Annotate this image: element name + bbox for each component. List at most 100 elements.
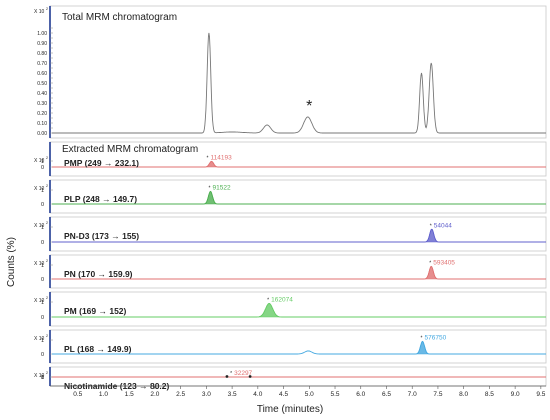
peak-area-label: 162074	[271, 297, 293, 304]
total-y-tick-label: 0.90	[37, 41, 47, 47]
extracted-multiplier-exponent: 2	[46, 184, 48, 188]
x-tick-label: 4.5	[279, 391, 288, 398]
extracted-multiplier-exponent: 2	[46, 334, 48, 338]
x-tick-label: 1.0	[99, 391, 108, 398]
extracted-trace	[52, 160, 546, 168]
total-y-tick-label: 0.10	[37, 121, 47, 127]
series-label: PMP (249 → 232.1)	[64, 158, 139, 168]
series-label: PM (169 → 152)	[64, 306, 127, 316]
extracted-multiplier: X 10	[34, 186, 45, 192]
total-y-tick-label: 0.30	[37, 101, 47, 107]
x-tick-label: 5.0	[305, 391, 314, 398]
total-panel-title: Total MRM chromatogram	[62, 12, 177, 23]
extracted-y-tick-label: 1	[41, 338, 44, 344]
extracted-y-tick-label: 0	[41, 202, 44, 208]
peak-area-label: 593405	[433, 259, 455, 266]
extracted-y-tick-label: 1	[41, 263, 44, 269]
integrated-peak	[415, 341, 430, 355]
peak-area-label: 32297	[234, 370, 252, 377]
peak-area-marker: *	[230, 371, 232, 377]
x-tick-label: 2.0	[150, 391, 159, 398]
extracted-y-tick-label: 1	[41, 188, 44, 194]
y-axis-label: Counts (%)	[6, 237, 17, 287]
total-y-tick-label: 0.60	[37, 71, 47, 77]
extracted-y-tick-label: 1	[41, 300, 44, 306]
peak-area-label: 114193	[211, 154, 233, 161]
series-label: PN-D3 (173 → 155)	[64, 231, 139, 241]
extracted-multiplier: X 10	[34, 336, 45, 342]
total-y-tick-label: 0.00	[37, 131, 47, 137]
extracted-multiplier: X 10	[34, 223, 45, 229]
x-tick-label: 9.0	[511, 391, 520, 398]
x-tick-label: 7.5	[433, 391, 442, 398]
x-tick-label: 0.5	[73, 391, 82, 398]
extracted-trace	[52, 228, 546, 243]
x-tick-label: 5.5	[330, 391, 339, 398]
extracted-y-tick-label: 0	[41, 165, 44, 171]
x-tick-label: 4.0	[253, 391, 262, 398]
peak-area-marker: *	[429, 260, 431, 266]
x-axis: 0.5 1.0 1.5 2.0 2.5 3.0 3.5 4.0 4.5 5.0 5.5 6.0 6.5 7…	[50, 385, 546, 398]
total-multiplier: X 10	[34, 9, 45, 15]
extracted-multiplier-exponent: 2	[46, 259, 48, 263]
total-y-tick-label: 1.00	[37, 31, 47, 37]
integrated-peak	[424, 266, 439, 280]
integration-marker	[248, 375, 252, 378]
peak-area-marker: *	[430, 223, 432, 229]
x-tick-label: 8.0	[459, 391, 468, 398]
integrated-peak	[203, 191, 218, 205]
peak-area-label: 54044	[434, 222, 452, 229]
integration-marker	[225, 375, 229, 378]
x-tick-label: 6.5	[382, 391, 391, 398]
extracted-trace	[52, 190, 546, 205]
x-tick-label: 7.0	[408, 391, 417, 398]
peak-area-label: 91522	[212, 184, 230, 191]
x-tick-label: 2.5	[176, 391, 185, 398]
extracted-multiplier-exponent: 2	[46, 156, 48, 160]
total-multiplier-exponent: 2	[46, 7, 48, 11]
extracted-multiplier-exponent: 2	[46, 296, 48, 300]
extracted-y-tick-label: 0	[41, 315, 44, 321]
extracted-y-tick-label: 1	[41, 375, 44, 381]
series-label: PN (170 → 159.9)	[64, 269, 133, 279]
peak-area-marker: *	[421, 335, 423, 341]
extracted-trace	[52, 265, 546, 280]
x-tick-label: 8.5	[485, 391, 494, 398]
extracted-trace	[52, 303, 546, 318]
x-tick-label: 6.0	[356, 391, 365, 398]
extracted-y-tick-label: 0	[41, 277, 44, 283]
total-y-tick-label: 0.40	[37, 91, 47, 97]
total-y-tick-label: 0.80	[37, 51, 47, 57]
total-y-tick-label: 0.20	[37, 111, 47, 117]
integrated-peak	[257, 303, 281, 318]
extracted-multiplier: X 10	[34, 158, 45, 164]
extracted-y-tick-label: 0	[41, 375, 44, 381]
total-y-tick-label: 0.50	[37, 81, 47, 87]
total-annotation: *	[306, 98, 312, 115]
peak-area-marker: *	[208, 185, 210, 191]
extracted-trace	[52, 340, 546, 355]
total-trace	[52, 32, 546, 134]
extracted-panel-title: Extracted MRM chromatogram	[62, 144, 198, 155]
extracted-multiplier: X 10	[34, 298, 45, 304]
extracted-multiplier-exponent: 2	[46, 221, 48, 225]
series-label: PLP (248 → 149.7)	[64, 194, 137, 204]
integrated-peak	[204, 161, 219, 168]
total-panel-frame	[49, 5, 547, 139]
chromatogram-traces	[52, 32, 546, 378]
peak-area-label: 576750	[425, 334, 447, 341]
extracted-multiplier-exponent: 2	[46, 371, 48, 375]
extracted-y-tick-label: 1	[41, 225, 44, 231]
integrated-peak	[424, 229, 439, 243]
x-tick-label: 1.5	[125, 391, 134, 398]
x-axis-label: Time (minutes)	[257, 404, 323, 415]
peak-area-marker: *	[207, 155, 209, 161]
panel-frames	[49, 5, 547, 387]
peak-area-marker: *	[267, 298, 269, 304]
x-tick-label: 9.5	[536, 391, 545, 398]
x-tick-label: 3.0	[202, 391, 211, 398]
extracted-y-tick-label: 0	[41, 352, 44, 358]
series-label: PL (168 → 149.9)	[64, 344, 132, 354]
